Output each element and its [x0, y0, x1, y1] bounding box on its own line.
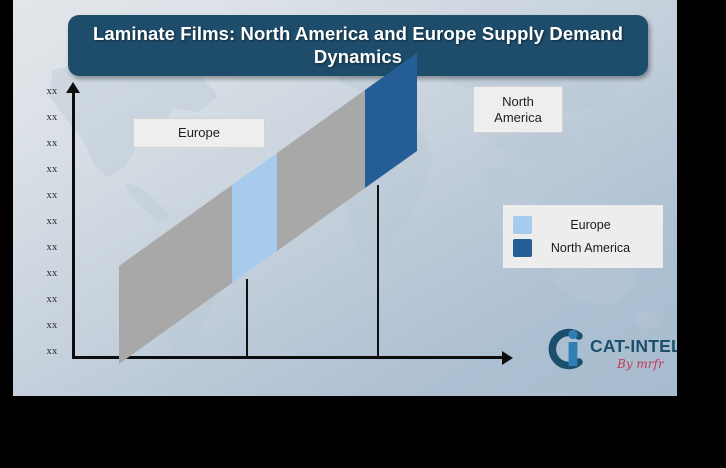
y-axis-tick-label: xx [46, 216, 58, 227]
y-axis-line [72, 91, 75, 358]
y-axis-tick-label: xx [46, 86, 58, 97]
y-axis-tick-label: xx [46, 112, 58, 123]
y-axis-tick-label: xx [46, 294, 58, 305]
leader-line-north-america [377, 185, 379, 357]
legend-label-north-america: North America [550, 241, 631, 256]
logo-wordmark: CAT-INTEL [590, 336, 677, 356]
callout-north-america: North America [473, 86, 563, 133]
y-axis-arrow-icon [66, 82, 80, 93]
y-axis-tick-label: xx [46, 268, 58, 279]
slide-content-area: Laminate Films: North America and Europe… [13, 0, 677, 396]
band-segment-gray-middle [277, 90, 365, 251]
band-segment-north-america [365, 53, 417, 188]
supply-demand-band [119, 53, 417, 364]
leader-line-europe [246, 279, 248, 357]
callout-europe: Europe [133, 118, 265, 148]
logo-tagline: By mrfr [617, 357, 664, 371]
y-axis-tick-label: xx [46, 320, 58, 331]
page-title: Laminate Films: North America and Europe… [92, 22, 623, 67]
x-axis-line [72, 356, 505, 359]
legend-label-europe: Europe [570, 217, 611, 232]
band-segment-gray-left [119, 185, 232, 364]
y-axis-tick-label: xx [46, 346, 58, 357]
x-axis-arrow-icon [502, 351, 513, 365]
legend-item-europe: Europe [513, 215, 653, 234]
callout-north-america-line1: North [502, 94, 534, 110]
cat-intel-logo-icon [548, 328, 583, 370]
legend-swatch-north-america [513, 239, 532, 258]
legend-item-north-america: North America [513, 239, 653, 258]
y-axis-tick-label: xx [46, 138, 58, 149]
y-axis-tick-label: xx [46, 190, 58, 201]
band-segment-europe [232, 153, 277, 283]
y-axis-tick-label: xx [46, 164, 58, 175]
legend-swatch-europe [513, 215, 532, 234]
callout-europe-label: Europe [178, 125, 220, 141]
slide-title-banner: Laminate Films: North America and Europe… [68, 15, 648, 76]
callout-north-america-line2: America [494, 109, 542, 125]
y-axis-tick-label: xx [46, 242, 58, 253]
chart-legend: Europe North America [503, 205, 663, 268]
brand-logo: CAT-INTEL By mrfr [546, 324, 677, 382]
